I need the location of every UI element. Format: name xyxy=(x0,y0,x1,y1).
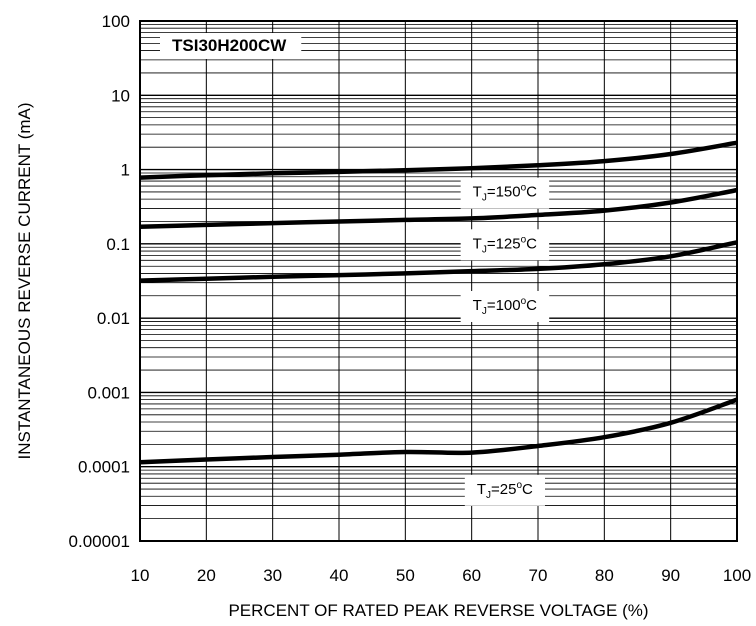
x-tick-label: 60 xyxy=(462,566,481,585)
x-tick-label: 70 xyxy=(529,566,548,585)
x-tick-labels: 10 20 30 40 50 60 70 80 90 100 xyxy=(131,566,752,585)
label-background xyxy=(460,291,550,323)
annotations: TJ=150oC TJ=125oC TJ=100oC TJ=25oC xyxy=(460,177,550,506)
series-line xyxy=(139,140,738,180)
plot-frame xyxy=(139,20,738,542)
series-line xyxy=(139,240,738,283)
temperature-label-text: TJ=25oC xyxy=(477,480,533,501)
series-line xyxy=(139,187,738,229)
label-background xyxy=(460,177,550,209)
temperature-label: TJ=150oC xyxy=(460,177,550,209)
y-tick-labels: 0.00001 0.0001 0.001 0.01 0.1 1 10 100 xyxy=(69,12,130,551)
x-tick-label: 100 xyxy=(723,566,751,585)
temperature-label: TJ=100oC xyxy=(460,291,550,323)
series-line xyxy=(139,397,738,465)
x-tick-label: 80 xyxy=(595,566,614,585)
grid xyxy=(139,21,738,542)
x-tick-label: 30 xyxy=(263,566,282,585)
y-tick-label: 10 xyxy=(111,86,130,105)
temperature-label: TJ=25oC xyxy=(464,474,546,506)
y-tick-label: 100 xyxy=(102,12,130,31)
x-tick-label: 90 xyxy=(661,566,680,585)
y-tick-label: 0.00001 xyxy=(69,532,130,551)
x-tick-label: 20 xyxy=(197,566,216,585)
y-tick-label: 0.0001 xyxy=(78,458,130,477)
chart-title-box: TSI30H200CW xyxy=(160,33,302,59)
series-lines xyxy=(139,140,738,465)
temperature-label: TJ=125oC xyxy=(460,229,550,261)
y-tick-label: 0.01 xyxy=(97,309,130,328)
y-tick-label: 0.001 xyxy=(87,383,130,402)
label-background xyxy=(460,229,550,261)
y-tick-label: 0.1 xyxy=(106,235,130,254)
temperature-label-text: TJ=150oC xyxy=(473,183,538,204)
x-tick-label: 40 xyxy=(330,566,349,585)
chart-title: TSI30H200CW xyxy=(172,36,287,55)
x-tick-label: 50 xyxy=(396,566,415,585)
y-tick-label: 1 xyxy=(121,161,130,180)
y-axis-title: INSTANTANEOUS REVERSE CURRENT (mA) xyxy=(15,102,34,459)
x-tick-label: 10 xyxy=(131,566,150,585)
temperature-label-text: TJ=125oC xyxy=(473,234,538,255)
x-axis-title: PERCENT OF RATED PEAK REVERSE VOLTAGE (%… xyxy=(228,601,648,620)
label-background xyxy=(464,474,546,506)
temperature-label-text: TJ=100oC xyxy=(473,296,538,317)
